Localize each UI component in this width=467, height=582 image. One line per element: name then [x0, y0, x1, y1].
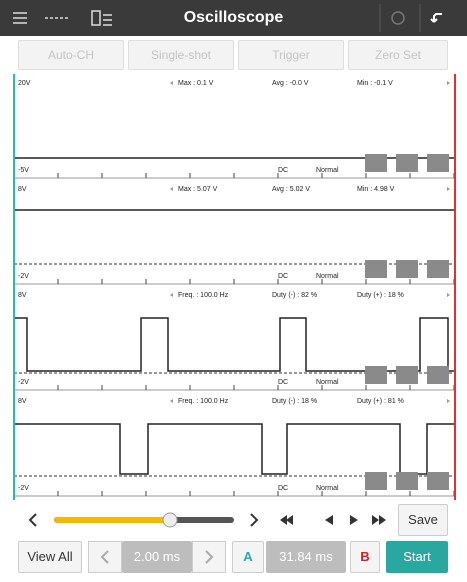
channel-button[interactable]: [427, 472, 449, 490]
channel-stat: Avg : 5.02 V: [272, 186, 310, 193]
stats-right-arrow: [447, 81, 450, 85]
view-all-button[interactable]: View All: [18, 541, 82, 573]
scale-top: 8V: [18, 398, 27, 405]
stats-left-arrow: [170, 399, 173, 403]
channel-button[interactable]: [396, 154, 418, 172]
channel-button[interactable]: [427, 260, 449, 278]
stats-right-arrow: [447, 187, 450, 191]
next-button[interactable]: [192, 541, 226, 573]
channel-button[interactable]: [365, 260, 387, 278]
save-button[interactable]: Save: [398, 504, 448, 536]
toolbar-button[interactable]: Single-shot: [128, 40, 234, 70]
top-icons: [13, 4, 442, 32]
scale-top: 8V: [18, 186, 27, 193]
channel-panel: 8V -2V Freq. : 100.0 Hz Duty (-) : 18 % Duty…: [13, 398, 455, 497]
trigger-mode: Normal: [316, 379, 339, 386]
toolbar-button[interactable]: Zero Set: [348, 40, 448, 70]
channel-stat: Duty (+) : 18 %: [357, 292, 404, 299]
marker-delta: 31.84 ms: [266, 541, 346, 573]
channel-panel: 8V -2V Freq. : 100.0 Hz Duty (-) : 82 % Duty…: [13, 292, 455, 391]
scale-bottom: -2V: [18, 273, 29, 280]
channel-button[interactable]: [396, 472, 418, 490]
channel-button[interactable]: [396, 366, 418, 384]
scale-bottom: -5V: [18, 167, 29, 174]
channel-stat: Min : -0.1 V: [357, 80, 393, 87]
slider-row: [28, 512, 386, 528]
marker-a[interactable]: A: [232, 541, 264, 573]
channel-stat: Freq. : 100.0 Hz: [178, 398, 229, 405]
coupling: DC: [278, 485, 288, 492]
channel-stat: Freq. : 100.0 Hz: [178, 292, 229, 299]
marker-b[interactable]: B: [350, 541, 380, 573]
coupling: DC: [278, 379, 288, 386]
trigger-mode: Normal: [316, 167, 339, 174]
channel-stat: Max : 5.07 V: [178, 186, 218, 193]
channel-panel: 8V -2V Max : 5.07 V Avg : 5.02 V Min : 4.98 …: [13, 186, 455, 285]
waveform: [14, 423, 455, 475]
scale-bottom: -2V: [18, 379, 29, 386]
channel-stat: Duty (-) : 18 %: [272, 398, 317, 405]
channel-button[interactable]: [365, 366, 387, 384]
scale-top: 8V: [18, 292, 27, 299]
top-bar: Oscilloscope: [0, 0, 467, 36]
channel-button[interactable]: [427, 154, 449, 172]
channel-stat: Avg : -0.0 V: [272, 80, 309, 87]
stats-right-arrow: [447, 399, 450, 403]
scale-bottom: -2V: [18, 485, 29, 492]
channel-button[interactable]: [396, 260, 418, 278]
channel-button[interactable]: [365, 154, 387, 172]
coupling: DC: [278, 273, 288, 280]
channel-button[interactable]: [427, 366, 449, 384]
stats-left-arrow: [170, 81, 173, 85]
channel-stat: Max : 0.1 V: [178, 80, 214, 87]
trigger-mode: Normal: [316, 273, 339, 280]
waveform: [14, 317, 455, 372]
toolbar-button[interactable]: Trigger: [238, 40, 344, 70]
channel-button[interactable]: [365, 472, 387, 490]
app-title: Oscilloscope: [183, 9, 284, 26]
coupling: DC: [278, 167, 288, 174]
channel-stat: Min : 4.98 V: [357, 186, 395, 193]
stats-left-arrow: [170, 187, 173, 191]
stats-left-arrow: [170, 293, 173, 297]
scale-top: 20V: [18, 80, 31, 87]
trigger-mode: Normal: [316, 485, 339, 492]
toolbar-button[interactable]: Auto-CH: [18, 40, 124, 70]
time-division: 2.00 ms: [122, 541, 192, 573]
scope-area: 20V -5V Max : 0.1 V Avg : -0.0 V Min : -0.1 …: [13, 74, 456, 500]
channel-panel: 20V -5V Max : 0.1 V Avg : -0.0 V Min : -0.1 …: [13, 80, 455, 179]
prev-button[interactable]: [88, 541, 122, 573]
start-button[interactable]: Start: [386, 541, 448, 573]
channel-stat: Duty (+) : 81 %: [357, 398, 404, 405]
stats-right-arrow: [447, 293, 450, 297]
channel-stat: Duty (-) : 82 %: [272, 292, 317, 299]
